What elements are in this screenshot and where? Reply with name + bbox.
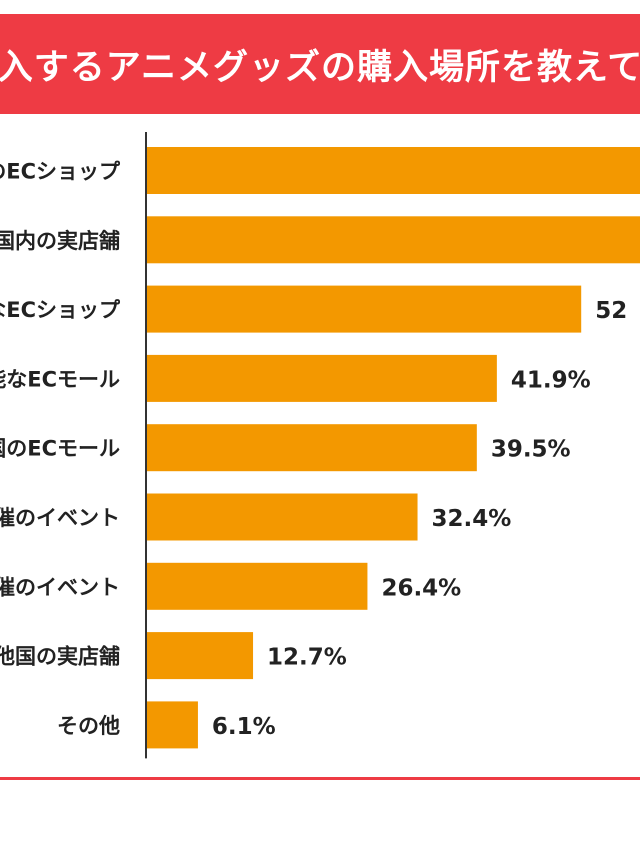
category-label: 国のECモール — [0, 437, 120, 461]
category-label: 能なECモール — [0, 367, 120, 391]
value-label: 52 — [595, 298, 627, 324]
bar — [147, 147, 640, 194]
bottom-space — [0, 780, 640, 846]
category-label: 国内の実店舗 — [0, 229, 120, 253]
bar — [147, 354, 497, 402]
category-label: なECショップ — [0, 298, 121, 322]
value-label: 41.9% — [511, 367, 591, 393]
chart-title: あなたが購入するアニメグッズの購入場所を教えてください（ — [0, 47, 640, 88]
category-label: 催のイベント — [0, 575, 120, 599]
value-label: 26.4% — [381, 575, 461, 601]
category-label: その他 — [57, 714, 120, 738]
bar — [147, 632, 254, 680]
bar — [147, 285, 582, 333]
category-label: のECショップ — [0, 160, 121, 184]
bar — [147, 562, 368, 610]
value-label: 6.1% — [212, 714, 276, 740]
category-label: 催のイベント — [0, 506, 120, 530]
bar — [147, 701, 198, 749]
bar-chart: のECショップ国内の実店舗なECショップ 52 能なECモール 41.9% 国のECモー… — [0, 132, 640, 759]
chart-frame: のECショップ国内の実店舗なECショップ 52 能なECモール 41.9% 国のECモー… — [0, 114, 640, 780]
bar — [147, 216, 640, 264]
bar — [147, 424, 477, 472]
value-label: 39.5% — [491, 437, 571, 463]
title-banner: あなたが購入するアニメグッズの購入場所を教えてください（ — [0, 14, 640, 114]
bar — [147, 493, 418, 541]
value-label: 32.4% — [432, 506, 512, 532]
category-label: 他国の実店舗 — [0, 645, 120, 669]
value-label: 12.7% — [267, 645, 347, 671]
